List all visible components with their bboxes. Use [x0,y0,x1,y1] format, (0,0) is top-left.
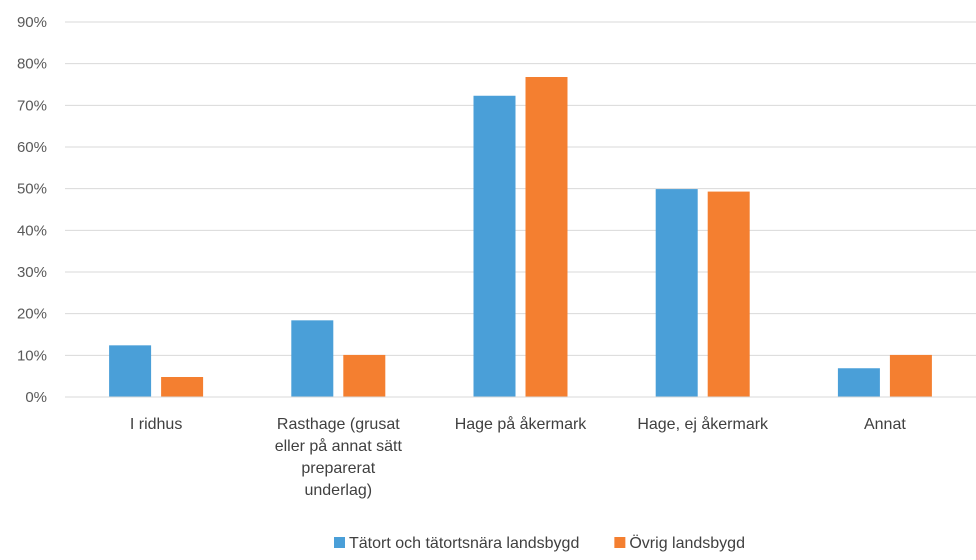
legend-swatch [614,537,626,548]
gridlines [65,21,976,356]
y-tick-label: 30% [17,264,47,281]
legend: Tätort och tätortsnära landsbygd Övrig la… [334,534,745,552]
bar [109,345,152,397]
y-tick-label: 20% [17,306,47,323]
y-tick-label: 70% [17,97,47,114]
y-tick-label: 60% [17,139,47,156]
bar [707,191,750,397]
x-category-label: Rasthage (grusat eller på annat sätt prepa… [275,416,403,499]
y-tick-label: 80% [17,56,47,73]
y-axis-tick-labels: 0% 10% 20% 30% 40% 50% 60% 70% 80% 90% [17,14,47,406]
x-category-label: Hage på åkermark [455,415,588,433]
bar [889,354,932,397]
bar [525,77,568,397]
bar [291,320,334,397]
bar [343,354,386,397]
legend-label: Övrig landsbygd [629,534,745,552]
bar [161,377,204,397]
y-tick-label: 40% [17,222,47,239]
bar [655,189,698,397]
legend-item: Tätort och tätortsnära landsbygd [334,535,579,552]
y-tick-label: 50% [17,181,47,198]
y-tick-label: 90% [17,14,47,31]
legend-label: Tätort och tätortsnära landsbygd [349,535,579,552]
x-category-label: Annat [864,416,906,433]
x-category-label: I ridhus [130,416,182,433]
legend-swatch [334,537,345,548]
bar [837,368,880,397]
x-axis-category-labels: I ridhus Rasthage (grusat eller på annat s… [130,415,906,499]
y-tick-label: 10% [17,347,47,364]
legend-item: Övrig landsbygd [614,534,745,552]
y-tick-label: 0% [25,389,47,406]
x-category-label: Hage, ej åkermark [637,415,769,433]
bars [109,77,932,397]
bar [473,95,516,397]
